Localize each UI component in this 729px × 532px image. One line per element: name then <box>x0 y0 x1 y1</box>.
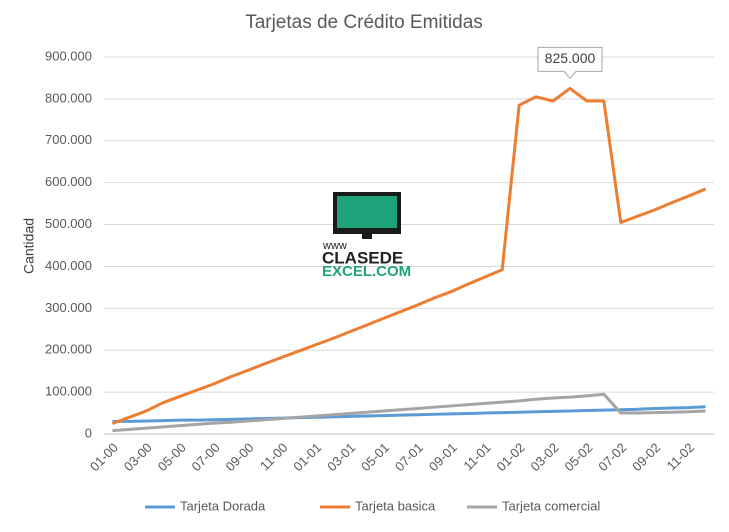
watermark-text: CLASEDE <box>322 248 403 267</box>
y-tick-label: 700.000 <box>45 132 92 147</box>
y-axis-label: Cantidad <box>21 218 37 274</box>
y-tick-label: 0 <box>85 425 92 440</box>
legend-label: Tarjeta basica <box>355 498 436 513</box>
y-tick-label: 800.000 <box>45 90 92 105</box>
x-tick-label: 11-02 <box>664 440 697 473</box>
y-tick-label: 200.000 <box>45 342 92 357</box>
callout-box <box>537 46 603 80</box>
legend-label: Tarjeta comercial <box>502 498 600 513</box>
x-tick-label: 11-01 <box>460 440 493 473</box>
monitor-screen <box>337 196 397 228</box>
x-tick-label: 09-01 <box>426 440 460 474</box>
x-tick-label: 09-02 <box>629 440 663 474</box>
x-tick-label: 03-02 <box>527 440 561 474</box>
data-label: 825.000 <box>545 50 596 66</box>
x-tick-label: 01-01 <box>290 440 324 474</box>
x-tick-label: 09-00 <box>222 440 256 474</box>
series-line <box>111 86 707 425</box>
series-line <box>112 392 706 433</box>
y-tick-label: 400.000 <box>45 258 92 273</box>
y-tick-label: 100.000 <box>45 384 92 399</box>
monitor-stand <box>362 234 372 239</box>
watermark-text: EXCEL.COM <box>322 263 411 280</box>
x-tick-label: 07-01 <box>392 440 426 474</box>
x-tick-label: 05-01 <box>358 440 392 474</box>
x-tick-label: 01-02 <box>494 440 528 474</box>
y-tick-label: 500.000 <box>45 216 92 231</box>
x-tick-label: 03-00 <box>121 440 155 474</box>
watermark: www CLASEDE EXCEL.COM <box>322 192 411 280</box>
x-tick-label: 07-02 <box>595 440 629 474</box>
x-tick-label: 01-00 <box>87 440 121 474</box>
y-tick-label: 600.000 <box>45 174 92 189</box>
series-line <box>112 405 706 423</box>
chart-title: Tarjetas de Crédito Emitidas <box>245 12 483 33</box>
watermark-text: www <box>322 240 347 252</box>
x-tick-label: 11-00 <box>257 440 290 473</box>
x-tick-label: 05-00 <box>155 440 189 474</box>
x-tick-label: 05-02 <box>561 440 595 474</box>
x-tick-label: 07-00 <box>189 440 223 474</box>
x-tick-label: 03-01 <box>324 440 358 474</box>
legend-label: Tarjeta Dorada <box>180 498 266 513</box>
y-tick-label: 300.000 <box>45 300 92 315</box>
y-tick-label: 900.000 <box>45 48 92 63</box>
